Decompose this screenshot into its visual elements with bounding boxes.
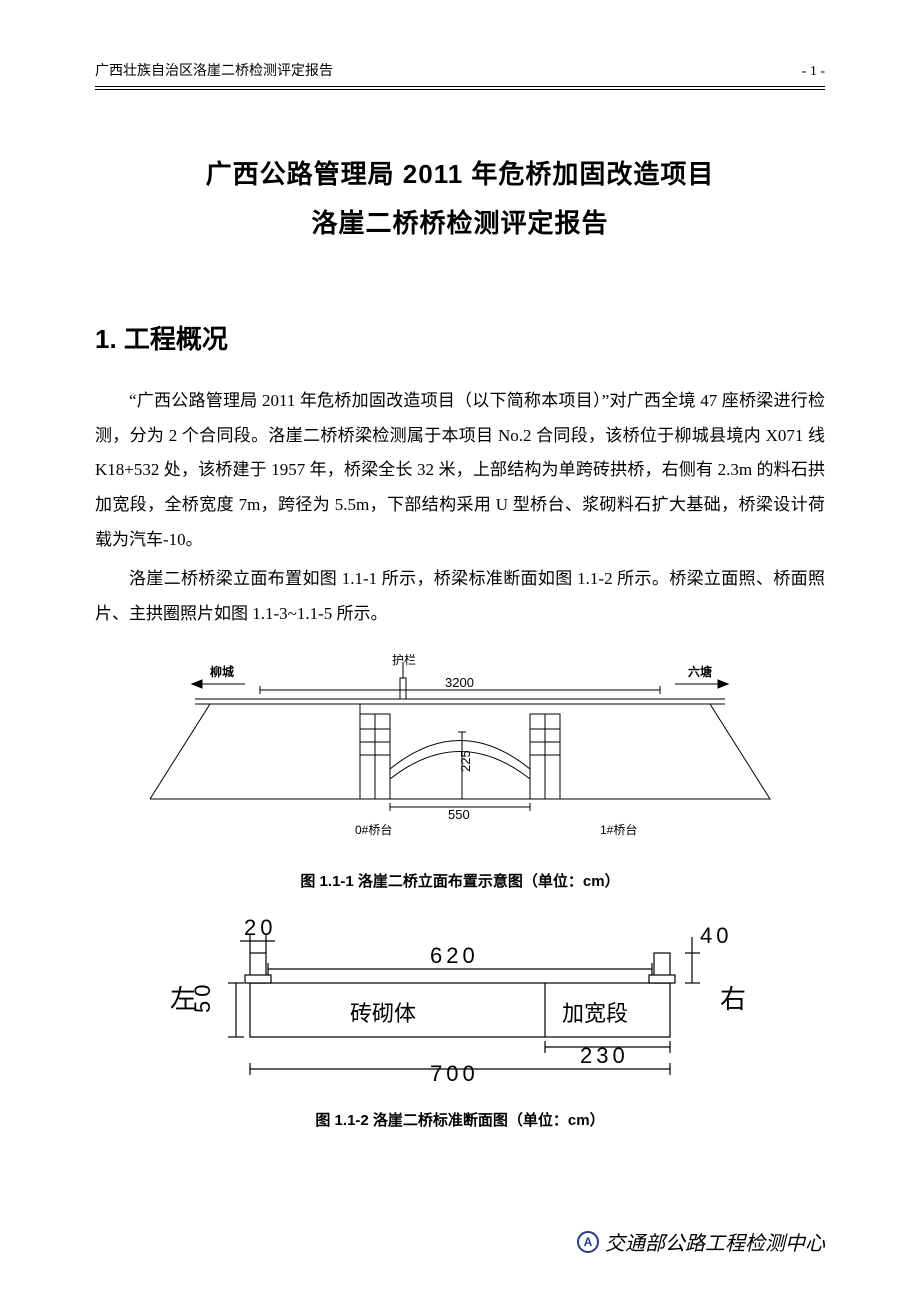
figure-1-elevation: 柳城 六塘 护栏 3200 225 550 0#桥台 1#桥台 图 1.1-1 … [95,654,825,891]
figure-1-svg: 柳城 六塘 护栏 3200 225 550 0#桥台 1#桥台 [140,654,780,844]
footer-org-text: 交通部公路工程检测中心 [605,1227,825,1256]
fig1-label-left: 柳城 [210,664,234,679]
fig2-dim-widen: 230 [580,1043,629,1068]
title-line-1: 广西公路管理局 2011 年危桥加固改造项目 [95,150,825,199]
figure-1-caption: 图 1.1-1 洛崖二桥立面布置示意图（单位：cm） [95,870,825,891]
fig1-label-right: 六塘 [688,664,712,679]
document-title: 广西公路管理局 2011 年危桥加固改造项目 洛崖二桥桥检测评定报告 [95,150,825,249]
fig1-abut1: 1#桥台 [600,822,637,837]
title-line-2: 洛崖二桥桥检测评定报告 [95,199,825,248]
paragraph-1: “广西公路管理局 2011 年危桥加固改造项目（以下简称本项目）”对广西全境 4… [95,384,825,558]
fig2-dim-railh: 40 [700,923,732,948]
figure-2-caption: 图 1.1-2 洛崖二桥标准断面图（单位：cm） [95,1109,825,1130]
footer-logo-icon: A [577,1231,599,1253]
fig2-dim-bodyh: 50 [190,980,215,1012]
fig2-label-widen: 加宽段 [562,1001,628,1026]
fig1-dim-rise: 225 [458,750,473,772]
header-page-number: - 1 - [802,64,825,80]
fig2-dim-curb: 20 [244,915,276,940]
fig2-label-right: 右 [720,985,746,1014]
fig1-abut0: 0#桥台 [355,822,392,837]
fig1-label-hulan: 护栏 [392,654,416,667]
header-rule [95,89,825,90]
fig2-dim-clear: 620 [430,943,479,968]
footer-org: A 交通部公路工程检测中心 [577,1227,825,1256]
paragraph-2: 洛崖二桥桥梁立面布置如图 1.1-1 所示，桥梁标准断面如图 1.1-2 所示。… [95,562,825,632]
figure-2-section: 左 右 砖砌体 加宽段 20 40 620 50 230 700 图 1.1-2… [95,913,825,1130]
figure-2-svg: 左 右 砖砌体 加宽段 20 40 620 50 230 700 [140,913,780,1083]
fig2-label-body: 砖砌体 [350,1001,416,1026]
fig2-dim-total: 700 [430,1061,479,1083]
fig1-dim-span: 550 [448,807,470,822]
section-heading: 1. 工程概况 [95,319,825,356]
fig1-dim-deck: 3200 [445,675,474,690]
header-left: 广西壮族自治区洛崖二桥检测评定报告 [95,60,333,80]
running-header: 广西壮族自治区洛崖二桥检测评定报告 - 1 - [95,60,825,87]
